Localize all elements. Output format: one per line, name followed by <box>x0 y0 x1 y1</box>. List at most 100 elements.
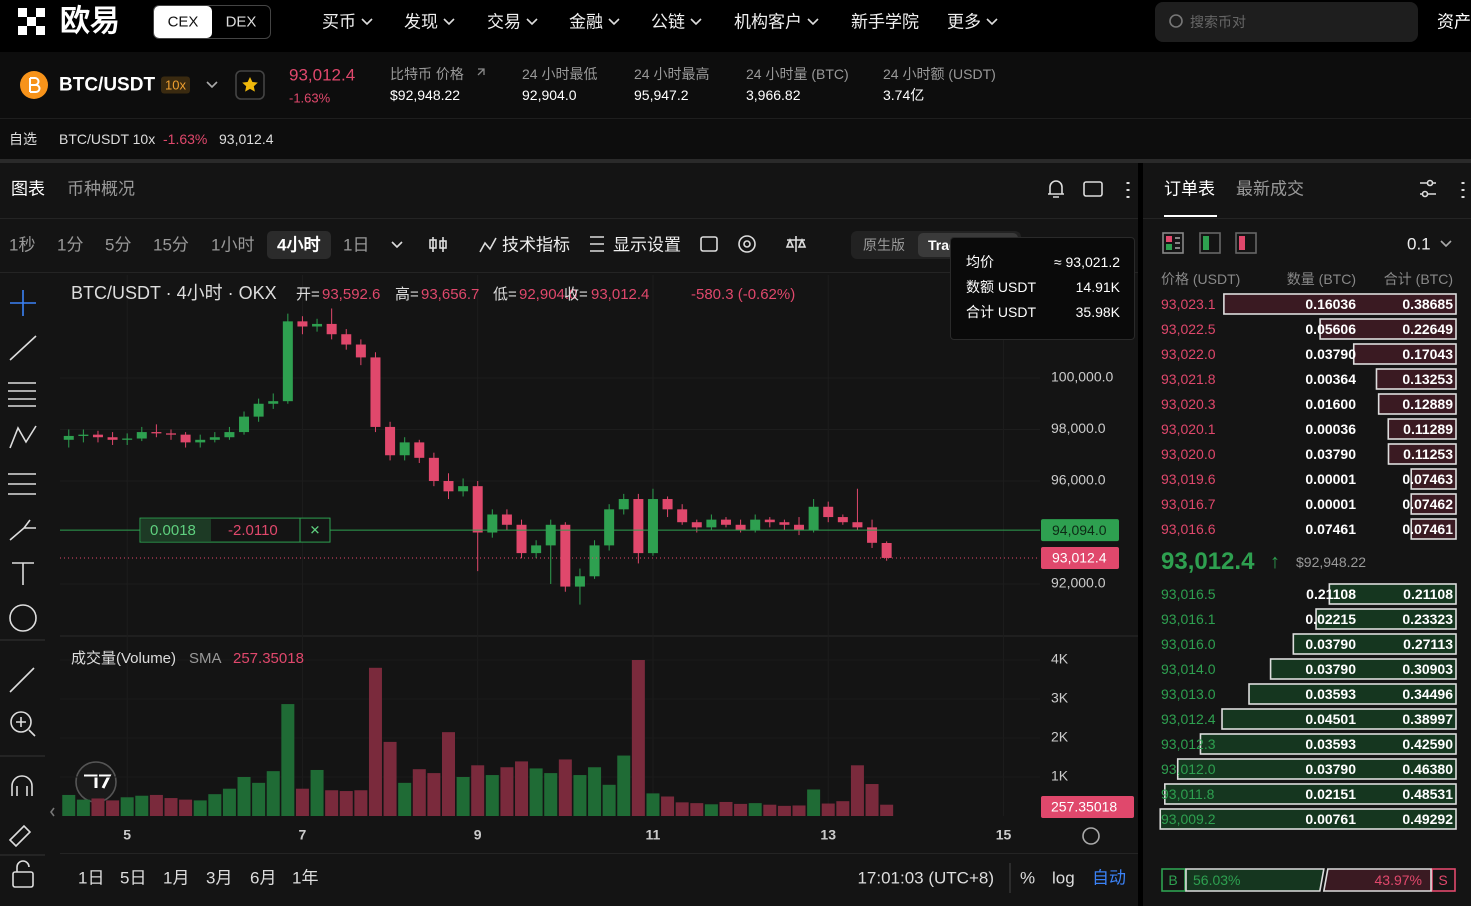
nav-item[interactable]: 交易 <box>487 12 521 32</box>
interval[interactable]: 1日 <box>343 235 370 255</box>
candle-body <box>823 506 834 518</box>
order-qty: 0.04501 <box>1305 711 1356 727</box>
candle-body <box>239 416 250 433</box>
percent-toggle[interactable]: % <box>1020 868 1036 888</box>
nav-chevron <box>361 18 373 26</box>
depth-bar <box>1410 468 1457 490</box>
chart-title: BTC/USDT · 4小时 · OKX <box>71 283 277 303</box>
cex-tab[interactable]: CEX <box>167 13 199 31</box>
nav-item[interactable]: 更多 <box>947 12 981 32</box>
position-qty: 0.0018 <box>150 522 196 539</box>
volume-bar <box>646 793 660 816</box>
depth-bar <box>1328 583 1457 605</box>
range-button[interactable]: 6月 <box>250 868 277 888</box>
order-price[interactable]: 93,009.2 <box>1161 811 1216 827</box>
orderbook-tab[interactable]: 订单表 <box>1164 179 1215 199</box>
interval[interactable]: 1分 <box>57 235 84 255</box>
pair-dropdown[interactable] <box>206 81 218 89</box>
order-price[interactable]: 93,021.8 <box>1161 371 1216 387</box>
search-placeholder[interactable]: 搜索币对 <box>1190 14 1246 30</box>
volume-bar <box>91 798 105 816</box>
indicators-button[interactable]: 技术指标 <box>502 235 570 255</box>
volume-bar <box>748 803 762 816</box>
settings-icon[interactable] <box>1082 827 1100 845</box>
nav-item[interactable]: 新手学院 <box>851 12 919 32</box>
orderbook-tab[interactable]: 最新成交 <box>1236 179 1304 199</box>
log-toggle[interactable]: log <box>1052 868 1075 888</box>
order-price[interactable]: 93,013.0 <box>1161 686 1216 702</box>
range-button[interactable]: 5日 <box>120 868 147 888</box>
volume-bar <box>193 800 207 816</box>
volume-tag <box>1041 796 1134 818</box>
nav-item[interactable]: 公链 <box>651 12 685 32</box>
precision-select[interactable]: 0.1 <box>1407 234 1431 254</box>
order-price[interactable]: 93,016.1 <box>1161 611 1216 627</box>
order-price[interactable]: 93,020.0 <box>1161 446 1216 462</box>
order-qty: 0.03790 <box>1305 346 1356 362</box>
depth-bar <box>1377 393 1457 415</box>
order-price[interactable]: 93,022.5 <box>1161 321 1216 337</box>
volume-bar <box>106 800 120 816</box>
depth-bar <box>1387 418 1457 440</box>
range-button[interactable]: 1年 <box>292 868 319 888</box>
auto-toggle[interactable]: 自动 <box>1092 868 1126 888</box>
order-price[interactable]: 93,016.6 <box>1161 521 1216 537</box>
volume-bar <box>690 803 704 816</box>
search-box[interactable] <box>1155 2 1418 42</box>
order-price[interactable]: 93,016.5 <box>1161 586 1216 602</box>
order-price[interactable]: 93,020.3 <box>1161 396 1216 412</box>
order-price[interactable]: 93,023.1 <box>1161 296 1216 312</box>
volume-bar <box>398 782 412 816</box>
order-price[interactable]: 93,020.1 <box>1161 421 1216 437</box>
interval[interactable]: 4小时 <box>277 235 321 255</box>
order-qty: 0.03790 <box>1305 636 1356 652</box>
interval[interactable]: 1秒 <box>9 235 36 255</box>
depth-bar <box>1410 518 1457 540</box>
order-price[interactable]: 93,012.0 <box>1161 761 1216 777</box>
range-button[interactable]: 1日 <box>78 868 105 888</box>
candle-body <box>618 499 629 510</box>
last-price-tag-label: 93,012.4 <box>1052 550 1107 566</box>
nav-item[interactable]: 买币 <box>322 12 356 32</box>
cex-tab-bg[interactable] <box>154 6 212 38</box>
favorite-box[interactable] <box>235 70 265 100</box>
version-tab[interactable]: 原生版 <box>863 237 905 253</box>
assets-link[interactable]: 资产 <box>1437 12 1471 32</box>
nav-chevron <box>986 18 998 26</box>
candle-body <box>735 524 746 530</box>
order-price[interactable]: 93,011.8 <box>1161 786 1215 802</box>
interval[interactable]: 1小时 <box>211 235 255 255</box>
display-settings-button[interactable]: 显示设置 <box>613 235 681 255</box>
order-price[interactable]: 93,012.3 <box>1161 736 1216 752</box>
range-button[interactable]: 3月 <box>206 868 233 888</box>
range-button[interactable]: 1月 <box>163 868 190 888</box>
nav-item[interactable]: 发现 <box>404 12 438 32</box>
order-price[interactable]: 93,019.6 <box>1161 471 1216 487</box>
volume-tick-label: 1K <box>1051 768 1069 784</box>
order-price[interactable]: 93,014.0 <box>1161 661 1216 677</box>
column-header: 价格 (USDT) <box>1161 271 1241 287</box>
order-qty: 0.00364 <box>1305 371 1356 387</box>
order-price[interactable]: 93,012.4 <box>1161 711 1216 727</box>
nav-item[interactable]: 机构客户 <box>734 12 802 32</box>
depth-bar <box>1269 658 1457 680</box>
volume-bar <box>354 790 368 816</box>
dex-tab[interactable]: DEX <box>225 13 257 31</box>
interval[interactable]: 15分 <box>153 235 189 255</box>
volume-tick-label: 2K <box>1051 729 1069 745</box>
candle-body <box>531 545 542 554</box>
order-price[interactable]: 93,016.0 <box>1161 636 1216 652</box>
order-price[interactable]: 93,016.7 <box>1161 496 1216 512</box>
interval[interactable]: 5分 <box>105 235 132 255</box>
order-price[interactable]: 93,022.0 <box>1161 346 1216 362</box>
chart-tab[interactable]: 图表 <box>11 179 45 199</box>
nav-item[interactable]: 金融 <box>569 12 603 32</box>
ohlc-value: 93,592.6 <box>322 286 380 303</box>
scroll-left[interactable] <box>50 807 55 817</box>
candle-body <box>472 486 483 533</box>
candle-body <box>195 439 206 443</box>
watchlist-pair[interactable]: BTC/USDT 10x <box>59 131 156 147</box>
candle-body <box>706 519 717 528</box>
chart-tab[interactable]: 币种概况 <box>67 179 135 199</box>
external-link[interactable] <box>477 68 485 76</box>
